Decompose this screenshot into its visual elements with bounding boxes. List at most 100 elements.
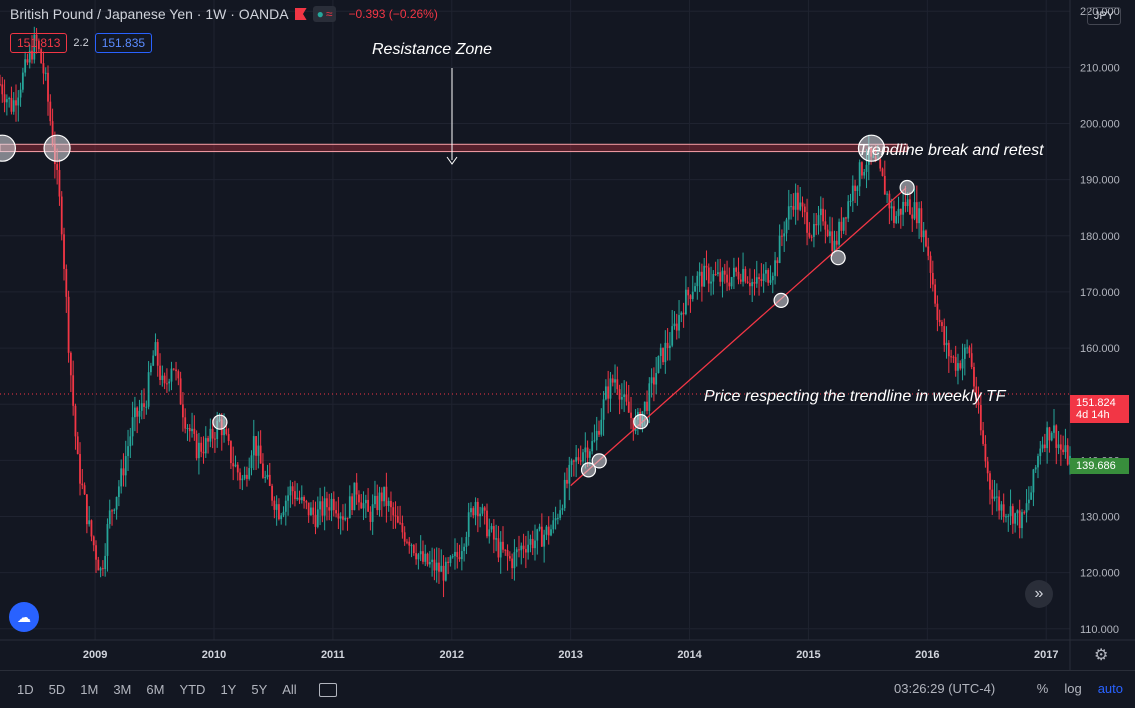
- candle-body: [762, 273, 765, 281]
- candle-body: [60, 196, 63, 235]
- touch-circle[interactable]: [899, 179, 915, 196]
- candle-body: [614, 379, 616, 383]
- flag-icon[interactable]: [294, 8, 307, 20]
- candle-body: [284, 500, 287, 512]
- currency-button[interactable]: JPY: [1086, 7, 1121, 25]
- timeframe-1y[interactable]: 1Y: [220, 682, 237, 697]
- timeframe-6m[interactable]: 6M: [146, 682, 165, 697]
- tradingview-logo-icon[interactable]: ☁: [9, 602, 39, 632]
- candle-body: [813, 224, 815, 237]
- candle-body: [394, 515, 397, 517]
- candle-body: [120, 468, 123, 487]
- auto-toggle[interactable]: auto: [1097, 681, 1123, 696]
- touch-circle-large[interactable]: [857, 134, 886, 162]
- touch-circle[interactable]: [633, 414, 649, 430]
- resistance-zone[interactable]: [0, 143, 908, 153]
- candle-body: [289, 486, 292, 496]
- candle-body: [787, 206, 790, 220]
- candle-body: [977, 402, 980, 406]
- touch-circle-large[interactable]: [0, 134, 16, 162]
- buy-button[interactable]: 151.835: [94, 33, 153, 53]
- candle-body: [625, 394, 628, 402]
- candle-body: [975, 386, 978, 403]
- candle-body: [202, 451, 205, 454]
- candle-body: [133, 407, 136, 418]
- candle-body: [376, 495, 379, 511]
- candle-body: [428, 561, 431, 565]
- candle-body: [739, 279, 742, 282]
- touch-circle[interactable]: [591, 453, 607, 469]
- candle-body: [515, 549, 518, 553]
- candle-body: [440, 565, 443, 572]
- candle-body: [385, 486, 388, 506]
- sell-button[interactable]: 151.813: [10, 33, 68, 53]
- scroll-forward-icon[interactable]: »: [1025, 580, 1053, 608]
- candle-body: [986, 461, 989, 474]
- percent-toggle[interactable]: %: [1036, 681, 1049, 696]
- timeframe-1d[interactable]: 1D: [17, 682, 34, 697]
- candle-body: [915, 202, 918, 224]
- candle-body: [447, 561, 450, 563]
- candle-body: [49, 101, 52, 122]
- touch-circle-large[interactable]: [43, 134, 71, 162]
- touch-circle[interactable]: [212, 414, 228, 430]
- candle-body: [106, 524, 109, 556]
- log-toggle[interactable]: log: [1064, 681, 1082, 696]
- candle-body: [518, 549, 520, 551]
- clock-readout[interactable]: 03:26:29 (UTC-4): [894, 681, 996, 696]
- retest-label: Trendline break and retest: [858, 142, 1044, 159]
- candle-body: [380, 492, 383, 502]
- candle-body: [191, 428, 193, 432]
- symbol-title[interactable]: British Pound / Japanese Yen · 1W · OAND…: [10, 6, 289, 22]
- candle-body: [115, 497, 118, 510]
- gear-icon[interactable]: ⚙: [1094, 647, 1109, 664]
- candle-body: [520, 545, 523, 551]
- candle-body: [623, 394, 626, 397]
- candle-body: [979, 405, 982, 431]
- candle-body: [5, 99, 8, 103]
- candle-body: [673, 323, 676, 327]
- chart-canvas[interactable]: 2009 2010 2011 2012 2013 2014 2015 2016 2017 220…: [0, 0, 1135, 670]
- candle-body: [1032, 469, 1035, 493]
- candle-body: [319, 501, 321, 510]
- candle-body: [419, 551, 422, 555]
- touch-circle[interactable]: [830, 250, 846, 266]
- candle-body: [527, 544, 530, 553]
- green-price-value: 139.686: [1076, 460, 1116, 472]
- candle-body: [387, 500, 390, 506]
- candle-body: [351, 496, 353, 511]
- status-pill[interactable]: ● ≈: [312, 6, 337, 22]
- touch-circle[interactable]: [773, 292, 789, 308]
- candle-body: [989, 473, 991, 490]
- candle-body: [792, 206, 795, 210]
- candle-body: [952, 356, 955, 358]
- candle-body: [927, 246, 930, 256]
- candle-body: [776, 260, 779, 264]
- candle-body: [12, 100, 15, 112]
- candle-body: [342, 516, 344, 520]
- timeframe-1m[interactable]: 1M: [80, 682, 99, 697]
- timeframe-5d[interactable]: 5D: [48, 682, 66, 697]
- timeframe-3m[interactable]: 3M: [113, 682, 132, 697]
- candle-body: [264, 477, 267, 479]
- timeframe-5y[interactable]: 5Y: [251, 682, 268, 697]
- x-axis: 2009 2010 2011 2012 2013 2014 2015 2016 2017: [0, 639, 1135, 661]
- candle-body: [817, 215, 820, 226]
- candle-body: [410, 545, 413, 547]
- x-tick-label: 2013: [558, 649, 582, 661]
- timeframe-ytd[interactable]: YTD: [179, 682, 206, 697]
- candle-body: [840, 221, 843, 231]
- candle-body: [883, 175, 886, 195]
- candle-body: [847, 201, 850, 219]
- candle-body: [566, 479, 568, 484]
- candle-body: [881, 168, 884, 176]
- candle-body: [749, 282, 751, 287]
- calendar-icon[interactable]: [318, 682, 337, 697]
- timeframe-all[interactable]: All: [282, 682, 297, 697]
- candle-body: [490, 526, 493, 530]
- trendline[interactable]: [570, 187, 907, 487]
- candle-body: [26, 59, 29, 63]
- candle-body: [790, 206, 792, 208]
- touch-circle[interactable]: [580, 462, 597, 478]
- candle-body: [993, 496, 996, 499]
